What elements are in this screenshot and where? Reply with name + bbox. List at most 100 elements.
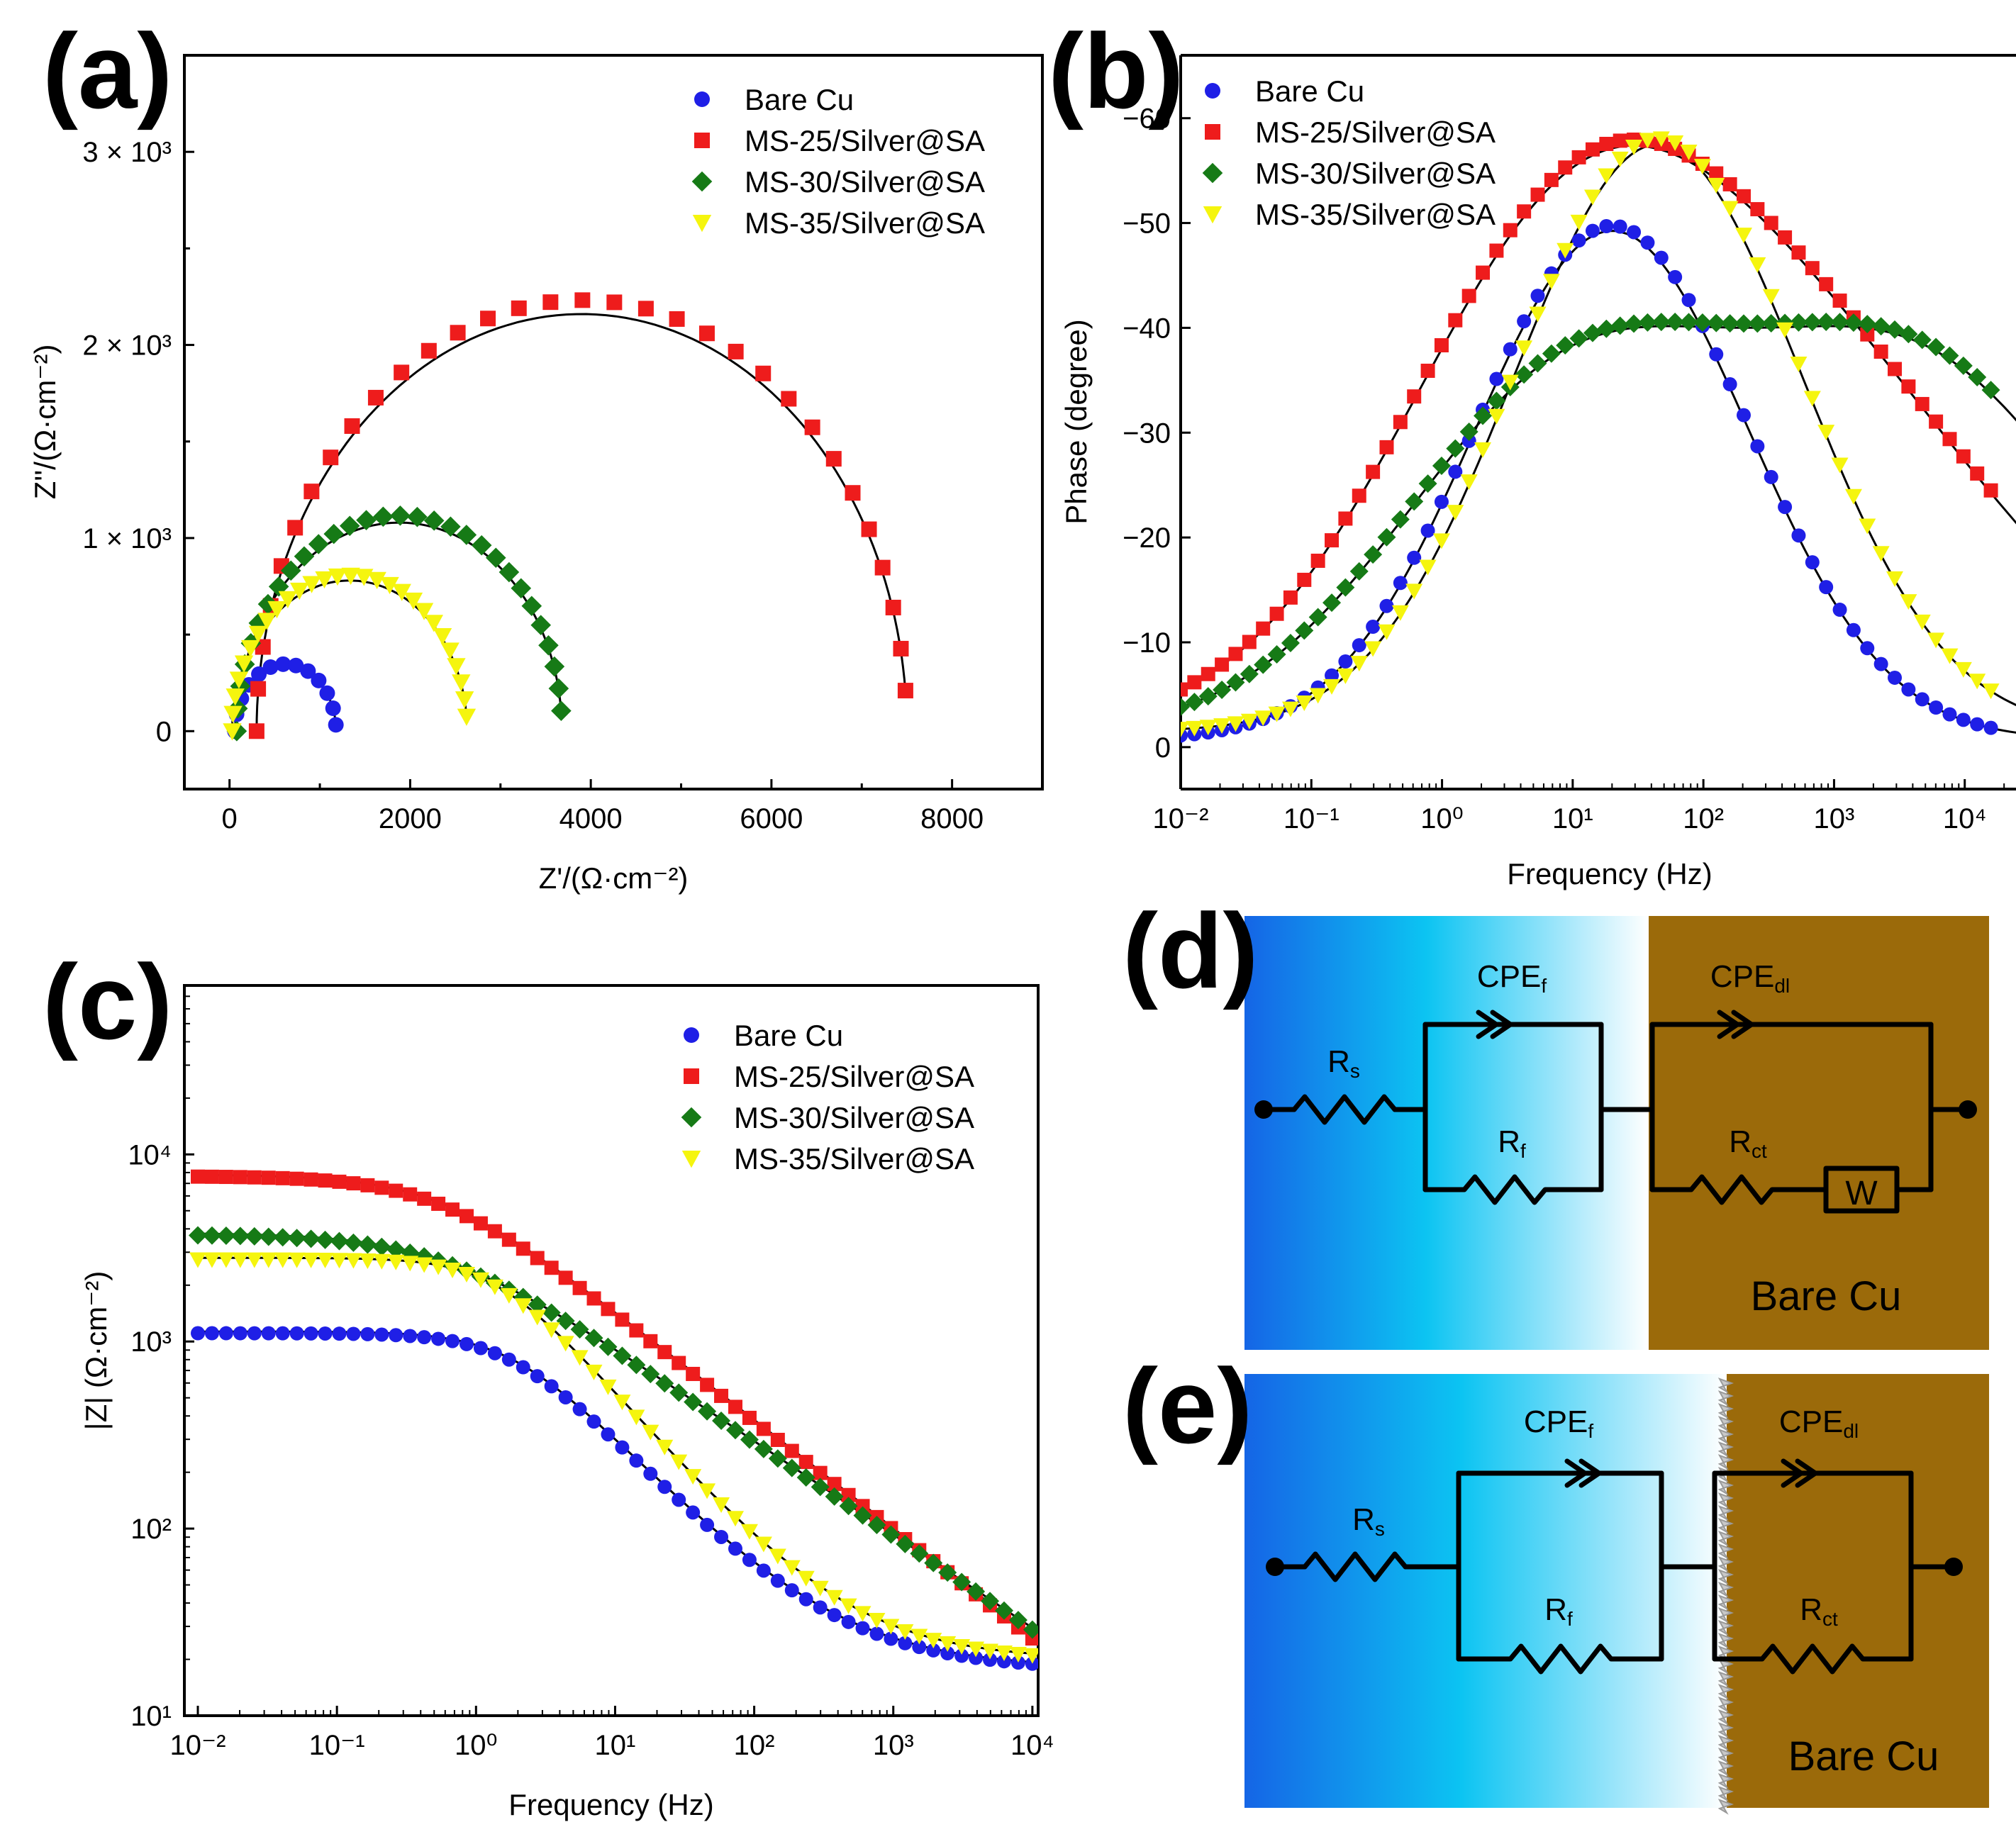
data-point-ms35 (1378, 624, 1396, 640)
data-point-ms30 (280, 560, 301, 581)
data-point-bare (445, 1334, 460, 1348)
data-point-ms25 (1599, 136, 1614, 151)
data-point-ms30 (1542, 344, 1561, 363)
data-point-ms35 (571, 1350, 589, 1366)
data-point-bare (1983, 720, 1998, 735)
data-point-ms30 (1858, 315, 1877, 334)
data-point-ms30 (981, 1592, 1000, 1611)
data-point-bare (996, 1654, 1011, 1669)
data-point-ms35 (1968, 674, 1986, 690)
data-point-ms35 (1803, 391, 1821, 407)
data-point-bare (247, 1326, 262, 1341)
data-point-ms35 (1831, 457, 1849, 474)
panel-a-label: (a) (43, 11, 172, 130)
legend-label-ms35: MS-35/Silver@SA (734, 1142, 974, 1175)
data-point-bare (1654, 250, 1669, 265)
data-point-bare (1778, 500, 1793, 515)
data-point-ms30 (386, 1240, 406, 1259)
data-point-ms25 (1585, 142, 1600, 157)
data-point-bare (798, 1592, 813, 1606)
data-point-ms25 (1352, 488, 1366, 503)
data-point-ms35 (1721, 201, 1739, 217)
data-point-ms25 (798, 1455, 813, 1470)
data-point-ms35 (248, 625, 268, 643)
plot-b-ytick-label: −40 (1123, 313, 1171, 344)
data-point-ms35 (1872, 546, 1890, 562)
data-point-bare (360, 1326, 375, 1341)
data-point-ms25 (1956, 449, 1971, 464)
data-point-ms30 (1610, 316, 1630, 335)
data-point-ms25 (606, 294, 623, 311)
data-point-ms30 (684, 1392, 703, 1412)
data-point-bare (1585, 223, 1600, 238)
fit-line-ms30 (198, 1232, 1033, 1629)
data-point-ms25 (1901, 379, 1916, 394)
data-point-ms30 (528, 1295, 547, 1314)
data-point-ms35 (1913, 614, 1931, 630)
data-point-bare (1888, 670, 1903, 685)
data-point-bare (1325, 668, 1340, 683)
data-point-bare (1503, 342, 1517, 357)
data-point-ms25 (572, 1280, 587, 1295)
data-point-ms25 (1873, 344, 1888, 359)
circuit-e-wires (1272, 1458, 1956, 1675)
data-point-bare (1764, 469, 1778, 484)
data-point-ms35 (1708, 177, 1725, 194)
rough-interface-tooth (1717, 1492, 1734, 1509)
data-point-ms25 (403, 1187, 418, 1202)
data-point-bare (1709, 347, 1724, 362)
legend-label-ms35: MS-35/Silver@SA (1255, 198, 1496, 231)
data-point-ms25 (233, 1170, 247, 1185)
data-point-ms35 (1296, 695, 1313, 712)
data-point-ms30 (1789, 313, 1808, 332)
data-point-ms35 (330, 1253, 348, 1269)
data-point-bare (374, 1327, 389, 1342)
data-point-ms30 (456, 525, 477, 545)
plot-c-xtick-label: 10⁻² (170, 1730, 226, 1761)
data-point-ms35 (1501, 374, 1519, 391)
data-point-ms35 (257, 613, 277, 630)
plot-b-xlabel: Frequency (Hz) (1507, 857, 1712, 890)
data-point-ms25 (289, 1171, 304, 1186)
circuit-d-rct-label: Rct (1729, 1124, 1767, 1162)
data-point-ms30 (924, 1553, 943, 1572)
data-point-bare (1366, 620, 1381, 635)
data-point-ms35 (1790, 356, 1808, 372)
data-point-bare (1668, 269, 1683, 284)
plot-c-fit-lines (197, 1173, 1033, 1663)
data-point-ms30 (1213, 680, 1232, 699)
data-point-ms30 (1625, 314, 1644, 333)
data-point-bare (204, 1326, 219, 1341)
data-point-ms30 (202, 1226, 221, 1245)
data-point-ms35 (1405, 583, 1423, 600)
data-point-bare (487, 1346, 502, 1360)
plot-b-xtick-label: 10² (1683, 803, 1724, 834)
data-point-ms25 (643, 1334, 658, 1348)
data-point-ms30 (1556, 336, 1575, 355)
data-point-ms25 (544, 1261, 559, 1275)
data-point-ms30 (301, 1229, 321, 1248)
data-point-ms35 (1515, 340, 1533, 357)
plot-a-ylabel: Z''/(Ω·cm⁻²) (28, 345, 62, 500)
data-point-ms35 (302, 1252, 320, 1268)
data-point-ms35 (896, 1624, 914, 1640)
data-point-ms25 (657, 1345, 672, 1360)
plot-b-xtick-label: 10⁰ (1420, 803, 1464, 834)
data-point-ms30 (853, 1506, 872, 1525)
data-point-ms35 (1281, 701, 1299, 717)
plot-a-xtick-label: 6000 (740, 803, 803, 834)
data-point-ms25 (394, 364, 410, 381)
plot-b-ylabel: Phase (degree) (1059, 319, 1093, 525)
data-point-ms35 (754, 1536, 772, 1553)
data-point-bare (1393, 576, 1408, 591)
data-point-ms35 (414, 603, 434, 620)
data-point-ms30 (1927, 337, 1946, 357)
plot-b-ytick-label: 0 (1155, 732, 1171, 764)
circuit-d-terminal-right (1959, 1100, 1977, 1119)
legend-marker-ms25 (694, 133, 710, 148)
data-point-ms35 (981, 1643, 999, 1660)
data-point-ms30 (373, 506, 394, 527)
data-point-ms35 (882, 1619, 900, 1635)
data-point-ms30 (330, 1231, 349, 1251)
data-point-ms35 (514, 1298, 532, 1314)
